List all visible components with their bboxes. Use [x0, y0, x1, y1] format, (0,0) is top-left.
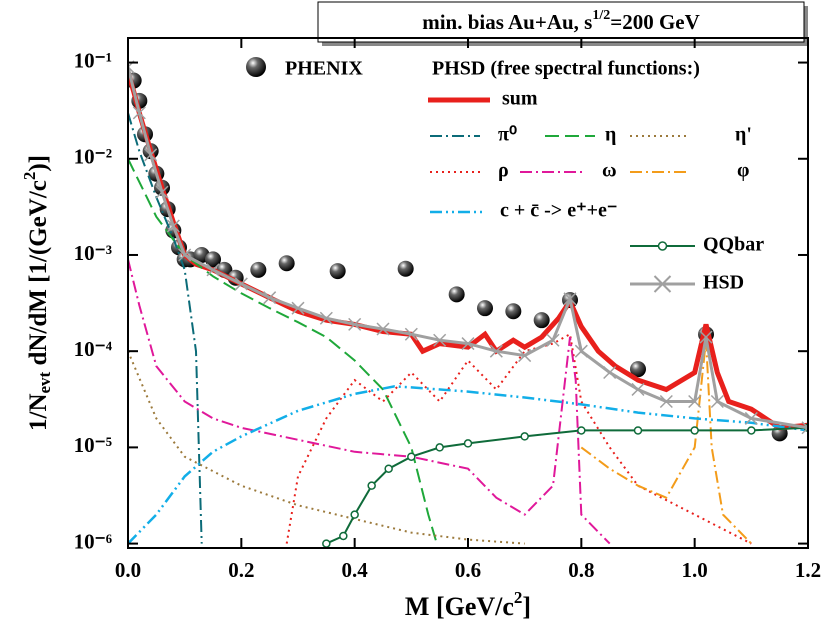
- legend-label: PHENIX: [285, 58, 363, 80]
- marker: [367, 481, 376, 490]
- legend-label: η': [735, 124, 752, 146]
- x-tick-label: 1.2: [795, 558, 821, 582]
- x-axis-label: M [GeV/c2]: [405, 588, 531, 621]
- marker: [384, 464, 393, 473]
- y-tick-label: 10⁻⁵: [74, 433, 112, 457]
- data-point: [477, 300, 493, 317]
- marker: [433, 333, 447, 347]
- marker: [166, 219, 180, 233]
- marker: [518, 349, 532, 363]
- marker: [339, 531, 348, 541]
- data-point: [397, 260, 414, 277]
- data-point: [448, 286, 465, 303]
- marker: [520, 432, 529, 441]
- legend-label: η: [605, 124, 616, 146]
- marker: [563, 292, 577, 306]
- data-point: [250, 261, 267, 278]
- marker: [710, 394, 724, 409]
- marker: [376, 322, 390, 336]
- data-point: [205, 251, 221, 268]
- data-point: [533, 312, 550, 329]
- marker: [206, 263, 220, 277]
- marker: [350, 510, 359, 519]
- legend-label: sum: [502, 88, 538, 110]
- series-line: [128, 385, 808, 545]
- x-tick-label: 1.0: [682, 558, 708, 582]
- marker: [699, 330, 713, 344]
- series-line: [128, 158, 438, 544]
- y-axis-label: 1/Nevt dN/dM [1/(GeV/c2)]: [20, 155, 54, 431]
- series-line: [128, 350, 525, 545]
- marker: [319, 311, 333, 325]
- series-line: [128, 112, 203, 544]
- chart-title: min. bias Au+Au, s1/2=200 GeV: [422, 8, 700, 34]
- marker: [155, 185, 169, 199]
- data-point: [630, 361, 646, 378]
- marker: [631, 382, 645, 396]
- y-tick-label: 10⁻⁶: [74, 529, 112, 553]
- data-point: [505, 303, 522, 320]
- legend-label: ρ: [498, 160, 509, 182]
- marker: [574, 344, 588, 358]
- x-tick-label: 0.2: [228, 558, 254, 582]
- marker: [633, 426, 643, 435]
- legend-marker: [653, 275, 672, 293]
- legend-label: π⁰: [498, 124, 517, 146]
- marker: [178, 248, 192, 262]
- marker: [435, 443, 444, 452]
- marker: [461, 337, 475, 351]
- marker: [744, 411, 758, 425]
- marker: [132, 106, 146, 120]
- y-tick-label: 10⁻³: [74, 241, 112, 265]
- data-point: [278, 255, 295, 272]
- marker: [322, 539, 331, 548]
- y-tick-label: 10⁻⁴: [74, 337, 113, 361]
- marker: [234, 277, 248, 291]
- legend-marker: [246, 57, 266, 77]
- marker: [144, 148, 158, 162]
- marker: [404, 327, 418, 341]
- legend-label: QQbar: [703, 234, 764, 256]
- marker: [291, 301, 305, 315]
- marker: [489, 344, 503, 358]
- title-box: [317, 1, 805, 43]
- legend-marker: [657, 241, 668, 251]
- legend-label: ω: [602, 160, 617, 182]
- x-tick-label: 0.0: [115, 558, 141, 582]
- marker: [577, 426, 586, 435]
- marker: [801, 421, 808, 435]
- legend-header: PHSD (free spectral functions:): [432, 58, 700, 80]
- y-tick-label: 10⁻²: [74, 145, 112, 169]
- series-line: [580, 340, 753, 545]
- series-line: [325, 426, 808, 545]
- legend-label: φ: [737, 160, 749, 182]
- legend-label: HSD: [703, 272, 744, 294]
- y-tick-label: 10⁻¹: [74, 48, 112, 72]
- x-tick-label: 0.8: [568, 558, 594, 582]
- x-tick-label: 0.4: [342, 558, 369, 582]
- marker: [747, 426, 756, 435]
- marker: [348, 317, 362, 331]
- marker: [690, 426, 699, 435]
- marker: [463, 439, 473, 448]
- marker: [603, 365, 617, 380]
- legend-label: c + c̄ -> e⁺+e⁻: [500, 200, 617, 222]
- marker: [263, 291, 277, 305]
- marker: [546, 333, 560, 347]
- marker: [688, 394, 702, 409]
- data-point: [329, 263, 346, 280]
- marker: [407, 452, 416, 461]
- marker: [659, 394, 673, 409]
- x-tick-label: 0.6: [455, 558, 481, 582]
